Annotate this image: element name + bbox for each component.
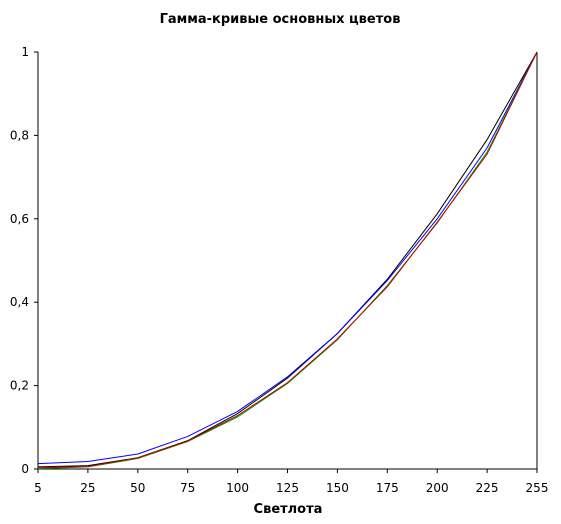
x-tick-label: 225 — [476, 481, 499, 495]
x-tick-label: 5 — [34, 481, 42, 495]
y-axis-ticks: 0 0,2 0,4 0,6 0,8 1 — [10, 45, 38, 476]
series-line-4 — [37, 51, 538, 469]
series-line-2 — [37, 51, 538, 465]
x-tick-label: 150 — [326, 481, 349, 495]
x-tick-label: 200 — [426, 481, 449, 495]
y-tick-label: 0,2 — [10, 379, 29, 393]
x-tick-label: 175 — [376, 481, 399, 495]
y-tick-label: 1 — [21, 45, 29, 59]
x-axis-label: Светлота — [254, 502, 323, 517]
plot-frame — [37, 52, 538, 470]
y-tick-label: 0 — [21, 462, 29, 476]
chart-title: Гамма-кривые основных цветов — [160, 12, 401, 27]
x-axis-ticks: 5 25 50 75 100 125 150 175 200 225 255 — [34, 469, 548, 495]
x-tick-label: 100 — [226, 481, 249, 495]
x-tick-label: 125 — [276, 481, 299, 495]
x-tick-label: 25 — [80, 481, 95, 495]
x-tick-label: 75 — [180, 481, 195, 495]
series-lines — [37, 51, 538, 470]
x-tick-label: 50 — [130, 481, 145, 495]
series-line-1 — [37, 51, 538, 468]
series-line-3 — [37, 51, 538, 470]
x-tick-label: 255 — [526, 481, 549, 495]
y-tick-label: 0,4 — [10, 295, 29, 309]
y-tick-label: 0,6 — [10, 212, 29, 226]
y-tick-label: 0,8 — [10, 128, 29, 142]
